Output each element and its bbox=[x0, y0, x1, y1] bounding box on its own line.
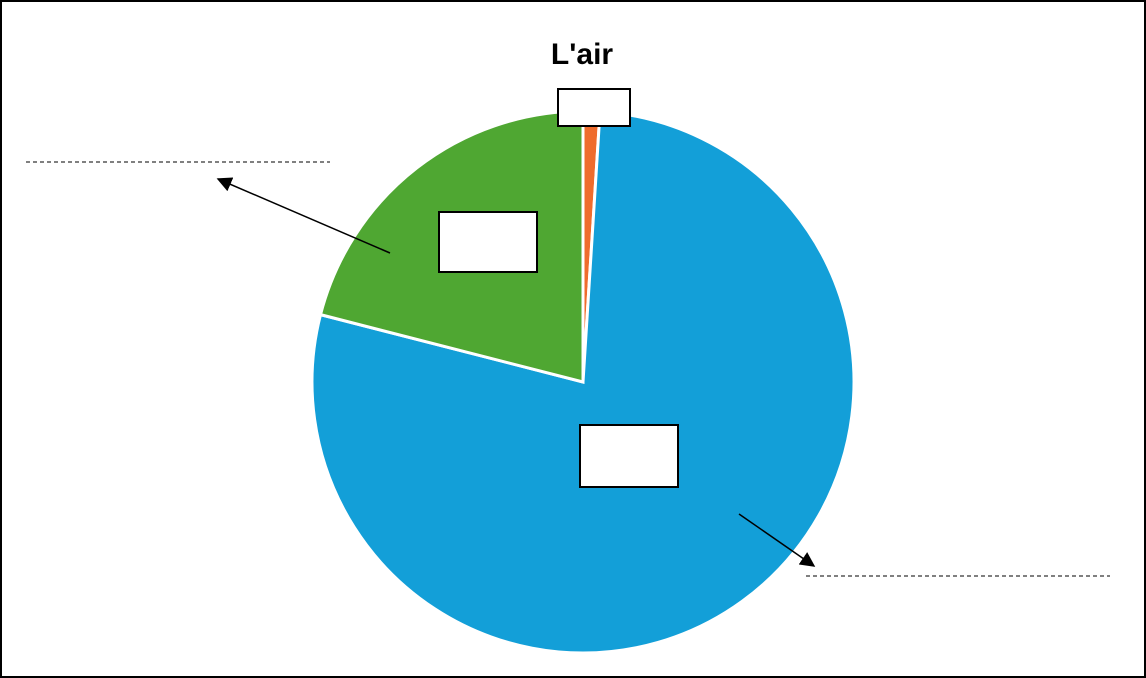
arrow-blue-to-line bbox=[738, 513, 816, 567]
label-box-small-slice bbox=[557, 88, 631, 127]
label-box-green-slice bbox=[438, 211, 538, 273]
label-box-blue-slice bbox=[579, 424, 679, 488]
chart-title: L'air bbox=[551, 38, 613, 71]
arrow-green-to-line bbox=[216, 177, 391, 254]
label-boxes bbox=[438, 88, 679, 488]
pie-slices bbox=[310, 109, 856, 655]
